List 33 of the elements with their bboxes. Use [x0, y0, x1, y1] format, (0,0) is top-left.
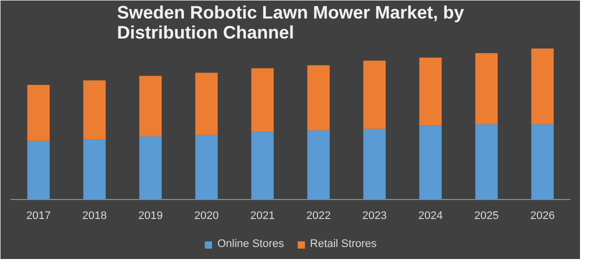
x-tick-label: 2018 — [82, 210, 107, 222]
chart-title: Sweden Robotic Lawn Mower Market, by Distribution Channel — [116, 2, 464, 42]
bar — [195, 134, 218, 200]
x-tick-label: 2024 — [418, 210, 443, 222]
bar — [307, 65, 330, 130]
bar — [27, 84, 50, 141]
bar — [195, 72, 218, 135]
bar — [419, 126, 442, 200]
x-tick-label: 2025 — [474, 210, 499, 222]
bar — [139, 76, 162, 136]
bar — [27, 140, 50, 200]
bar — [475, 53, 498, 124]
bar — [363, 60, 386, 129]
x-tick-label: 2021 — [250, 210, 275, 222]
bar — [251, 132, 274, 200]
x-tick-label: 2017 — [26, 210, 51, 222]
bar — [531, 124, 554, 200]
bar — [363, 128, 386, 200]
bar — [475, 124, 498, 200]
legend-label: Online Stores — [217, 238, 284, 250]
bar — [83, 80, 106, 140]
bar — [307, 130, 330, 200]
bar — [139, 136, 162, 200]
x-tick-label: 2026 — [530, 210, 555, 222]
x-tick-label: 2023 — [362, 210, 387, 222]
x-tick-label: 2019 — [138, 210, 163, 222]
x-tick-label: 2020 — [194, 210, 219, 222]
bar — [419, 58, 442, 126]
bar — [251, 68, 274, 132]
legend-label: Retail Strores — [310, 238, 377, 250]
bar — [531, 48, 554, 124]
bar — [83, 139, 106, 200]
x-tick-label: 2022 — [306, 210, 331, 222]
